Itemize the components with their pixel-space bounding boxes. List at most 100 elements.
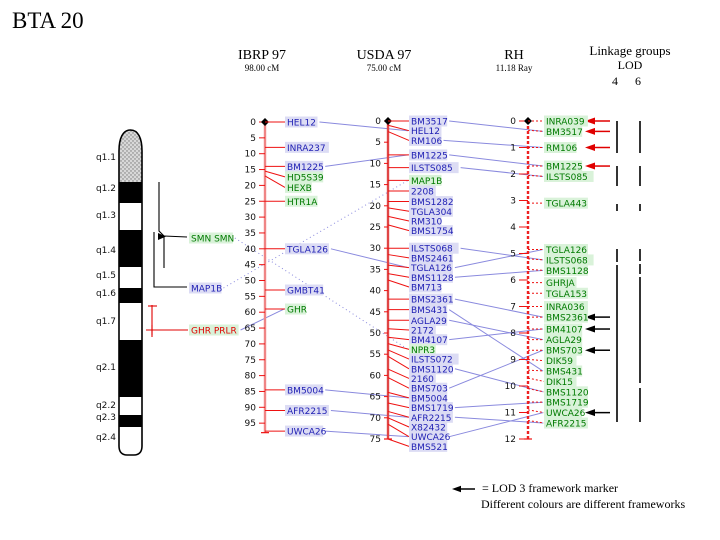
marker-label-bg: [285, 425, 324, 437]
marker-label-bg: [409, 440, 448, 452]
marker-label-bg: [409, 242, 459, 254]
band-q1.2: [119, 182, 142, 203]
scale-value: 45: [370, 308, 381, 318]
marker-label: UWCA26: [287, 428, 327, 438]
scale-value: 8: [510, 329, 516, 339]
marker-tick-line: [387, 402, 410, 409]
marker-label: BM4107: [411, 336, 448, 346]
map-scale-usda: 75.00 cM: [366, 63, 402, 73]
map-scale-rh: 11.18 Ray: [495, 63, 533, 73]
marker-label-bg: [544, 355, 577, 367]
marker-tick-line: [527, 129, 545, 132]
side-marker-label-bg: [189, 324, 239, 336]
scale-value: 20: [370, 202, 382, 212]
map-name-usda: USDA 97: [356, 48, 412, 63]
scale-value: 30: [245, 213, 257, 223]
bracket-line: [158, 182, 165, 237]
marker-label: BMS521: [411, 443, 448, 453]
marker-label-bg: [544, 244, 588, 256]
marker-connector-line: [330, 248, 409, 269]
scale-value: 85: [245, 387, 256, 397]
marker-label: RM106: [411, 137, 442, 147]
marker-label-bg: [409, 125, 442, 137]
marker-label-bg: [544, 323, 583, 335]
scale-value: 60: [370, 371, 382, 381]
marker-tick-line: [387, 254, 410, 259]
marker-label-bg: [409, 421, 448, 433]
scale-value: 10: [370, 159, 382, 169]
marker-tick-line: [387, 423, 410, 438]
marker-label-bg: [285, 181, 312, 193]
scale-value: 65: [370, 393, 381, 403]
marker-label: AFR2215: [287, 407, 328, 417]
scale-value: 6: [510, 276, 516, 286]
marker-tick-line: [387, 438, 410, 447]
scale-value: 1: [510, 144, 516, 154]
band-label: q1.3: [96, 211, 116, 221]
marker-label: GHR: [287, 306, 307, 316]
marker-tick-line: [527, 419, 545, 424]
legend: = LOD 3 framework marker Different colou…: [450, 481, 685, 512]
scale-value: 30: [370, 244, 382, 254]
marker-label-bg: [544, 311, 588, 323]
marker-label-bg: [409, 304, 448, 316]
scale-value: 35: [370, 265, 381, 275]
framework-arrows-layer: [585, 117, 610, 417]
marker-label-bg: [409, 149, 448, 161]
marker-tick-line: [387, 224, 410, 232]
marker-tick-line: [527, 359, 545, 362]
band-q1.1: [119, 130, 142, 182]
marker-label: X82432: [411, 423, 446, 433]
marker-label: ILSTS085: [411, 164, 453, 174]
black-framework-arrowhead: [585, 346, 595, 354]
side-marker-label: SMN SMN: [191, 235, 234, 245]
chromosome-layer: q1.1 q1.2 q1.3 q1.4 q1.5 q1.6 q1.7 q2.1 q2.2 q2.3…: [96, 129, 188, 456]
band-label: q1.7: [96, 317, 116, 327]
marker-label: BM1225: [411, 151, 448, 161]
marker-label: INRA036: [546, 303, 585, 313]
scale-value: 5: [250, 134, 256, 144]
marker-label-bg: [409, 411, 453, 423]
marker-label: TGLA126: [410, 264, 452, 274]
marker-label: 2208: [411, 187, 434, 197]
scale-value: 60: [245, 308, 257, 318]
scale-value: 55: [370, 350, 381, 360]
marker-tick-line: [387, 349, 410, 360]
marker-label: ILSTS072: [411, 356, 453, 366]
scale-value: 15: [245, 166, 256, 176]
marker-tick-line: [387, 215, 410, 222]
marker-label-bg: [544, 142, 577, 153]
lod-column-label-6: 6: [635, 74, 641, 88]
marker-label: BM1225: [287, 163, 324, 173]
marker-label-bg: [285, 243, 329, 255]
marker-label-bg: [409, 372, 436, 384]
band-q1.3: [119, 203, 142, 230]
marker-tick-line: [387, 355, 410, 370]
marker-connector-line: [449, 120, 544, 132]
marker-label: ILSTS068: [546, 256, 588, 266]
marker-label: BMS1120: [546, 388, 589, 398]
marker-label: BM4107: [546, 326, 583, 336]
marker-tick-line: [527, 388, 545, 393]
marker-label: BM713: [411, 284, 442, 294]
chromosome-bands: [119, 130, 142, 455]
marker-label: MAP1B: [411, 177, 442, 187]
marker-label: AGLA29: [411, 317, 447, 327]
scale-value: 65: [245, 324, 256, 334]
side-marker-label-bg: [189, 282, 222, 294]
marker-label-bg: [544, 277, 577, 289]
scale-value: 10: [505, 382, 517, 392]
scale-value: 55: [245, 292, 256, 302]
marker-tick-line: [527, 409, 545, 414]
black-framework-arrowhead: [585, 409, 595, 417]
marker-label-bg: [285, 116, 318, 128]
marker-tick-line: [387, 368, 410, 379]
marker-tick-line: [387, 273, 410, 278]
marker-label-bg: [409, 281, 442, 293]
scale-value: 95: [245, 419, 256, 429]
marker-tick-line: [387, 391, 410, 399]
marker-label: BMS1128: [546, 267, 589, 277]
marker-label-bg: [544, 417, 588, 429]
red-framework-arrowhead: [585, 117, 595, 125]
black-framework-arrowhead: [585, 325, 595, 333]
